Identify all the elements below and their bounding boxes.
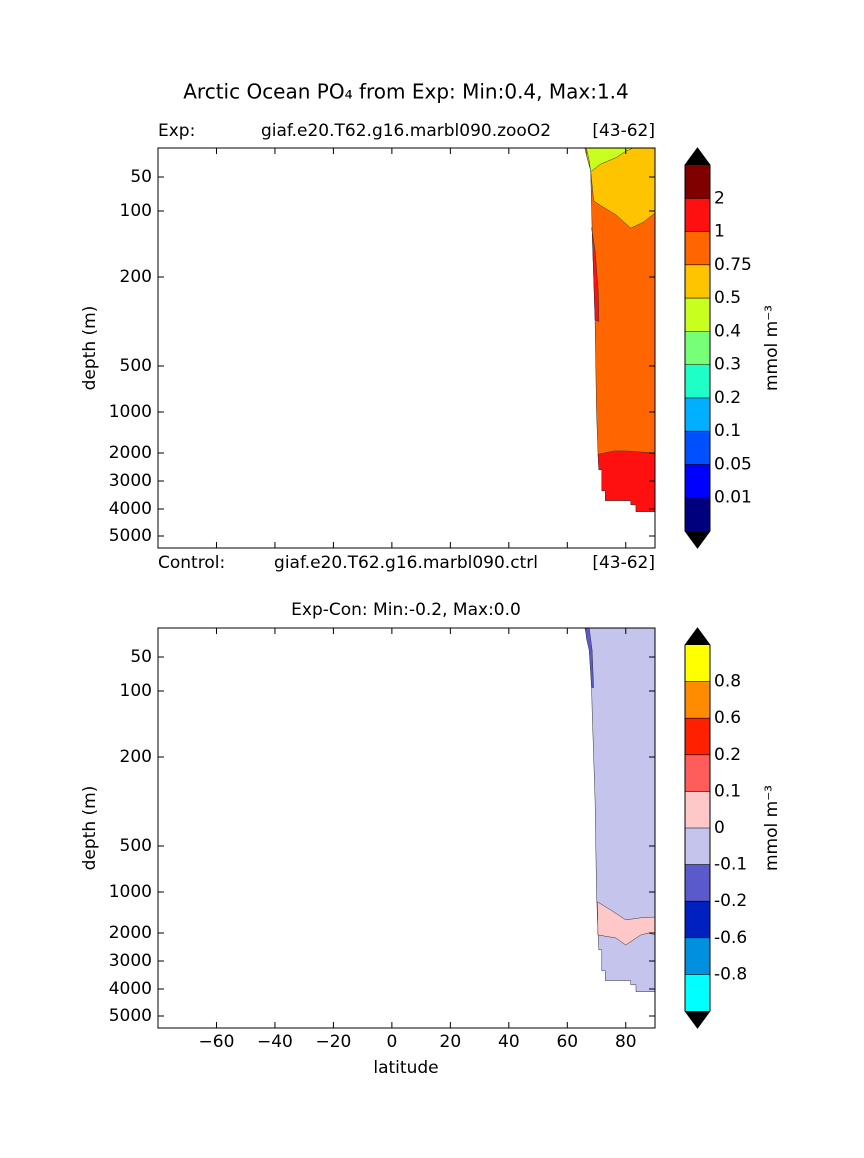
exp-label: Exp: bbox=[158, 121, 195, 141]
colorbar-tick-label: 0.01 bbox=[714, 488, 752, 508]
colorbar-bin bbox=[685, 718, 710, 755]
contour-region bbox=[585, 628, 594, 688]
y-tick-label: 500 bbox=[120, 356, 152, 376]
colorbar-tick-label: 0.3 bbox=[714, 355, 741, 375]
colorbar-extend-max bbox=[685, 628, 710, 645]
colorbar-tick-label: 0.2 bbox=[714, 388, 741, 408]
control-years: [43-62] bbox=[592, 553, 655, 573]
y-axis-label: depth (m) bbox=[80, 306, 100, 391]
y-tick-label: 5000 bbox=[109, 1006, 152, 1026]
control-case: giaf.e20.T62.g16.marbl090.ctrl bbox=[274, 553, 538, 573]
y-tick-label: 4000 bbox=[109, 979, 152, 999]
colorbar-label: mmol m⁻³ bbox=[762, 785, 782, 871]
contour-region bbox=[597, 901, 655, 946]
colorbar-tick-label: 0.1 bbox=[714, 781, 741, 801]
y-tick-label: 500 bbox=[120, 836, 152, 856]
contour-region bbox=[586, 148, 655, 229]
axes-frame bbox=[157, 627, 656, 1029]
x-tick-label: 0 bbox=[386, 1032, 397, 1052]
colorbar-tick-label: 0.1 bbox=[714, 421, 741, 441]
colorbar-bin bbox=[685, 364, 710, 398]
y-tick-label: 200 bbox=[120, 747, 152, 767]
colorbar-bin bbox=[685, 397, 710, 432]
colorbar-bin bbox=[685, 681, 710, 719]
y-tick-label: 3000 bbox=[109, 951, 152, 971]
y-tick-label: 4000 bbox=[109, 499, 152, 519]
colorbar-bin bbox=[685, 901, 710, 938]
axes-frame bbox=[157, 147, 656, 549]
contour-region bbox=[584, 628, 655, 992]
colorbar-extend-min bbox=[685, 531, 710, 548]
colorbar-bin bbox=[685, 645, 710, 682]
x-tick-label: 60 bbox=[556, 1032, 578, 1052]
y-tick-label: 1000 bbox=[109, 882, 152, 902]
plot-area bbox=[584, 148, 655, 512]
colorbar-label: mmol m⁻³ bbox=[762, 305, 782, 391]
x-tick-label: −60 bbox=[199, 1032, 235, 1052]
colorbar-tick-label: 0 bbox=[714, 818, 725, 838]
plot-area bbox=[584, 628, 655, 992]
contour-region bbox=[597, 450, 655, 512]
colorbar-outline bbox=[684, 627, 711, 1029]
colorbar-bin bbox=[685, 864, 710, 902]
colorbar-tick-label: 0.2 bbox=[714, 745, 741, 765]
colorbar-bin bbox=[685, 431, 710, 465]
colorbar-bin bbox=[685, 165, 710, 199]
y-tick-label: 2000 bbox=[109, 923, 152, 943]
colorbar-tick-label: 1 bbox=[714, 222, 725, 242]
x-tick-label: −20 bbox=[315, 1032, 351, 1052]
colorbar-bin bbox=[685, 331, 710, 365]
y-tick-label: 50 bbox=[130, 167, 152, 187]
y-axis-label: depth (m) bbox=[80, 786, 100, 871]
colorbar-bin bbox=[685, 974, 710, 1011]
y-tick-label: 2000 bbox=[109, 443, 152, 463]
exp-years: [43-62] bbox=[592, 121, 655, 141]
y-tick-label: 100 bbox=[120, 201, 152, 221]
colorbar-tick-label: -0.2 bbox=[714, 891, 747, 911]
x-axis-label: latitude bbox=[373, 1058, 438, 1078]
y-tick-label: 200 bbox=[120, 267, 152, 287]
panel-title: Exp-Con: Min:-0.2, Max:0.0 bbox=[291, 600, 521, 620]
colorbar-bin bbox=[685, 754, 710, 792]
y-tick-label: 1000 bbox=[109, 402, 152, 422]
colorbar-bin bbox=[685, 828, 710, 865]
y-tick-label: 100 bbox=[120, 681, 152, 701]
colorbar-tick-label: 0.05 bbox=[714, 454, 752, 474]
colorbar-outline bbox=[684, 147, 711, 549]
colorbar-tick-label: 0.75 bbox=[714, 255, 752, 275]
x-tick-label: 40 bbox=[498, 1032, 520, 1052]
colorbar-bin bbox=[685, 497, 710, 531]
colorbar-tick-label: -0.6 bbox=[714, 928, 747, 948]
colorbar-tick-label: 0.5 bbox=[714, 288, 741, 308]
colorbar-tick-label: 2 bbox=[714, 188, 725, 208]
colorbar-extend-max bbox=[685, 148, 710, 165]
colorbar-tick-label: 0.4 bbox=[714, 321, 741, 341]
figure-title: Arctic Ocean PO₄ from Exp: Min:0.4, Max:… bbox=[183, 80, 629, 104]
x-tick-label: 20 bbox=[440, 1032, 462, 1052]
y-tick-label: 5000 bbox=[109, 526, 152, 546]
colorbar-tick-label: -0.8 bbox=[714, 964, 747, 984]
colorbar-extend-min bbox=[685, 1011, 710, 1028]
contour-region bbox=[591, 227, 600, 322]
colorbar-bin bbox=[685, 937, 710, 975]
y-tick-label: 50 bbox=[130, 647, 152, 667]
colorbar-bin bbox=[685, 298, 710, 332]
x-tick-label: 80 bbox=[615, 1032, 637, 1052]
colorbar-bin bbox=[685, 231, 710, 265]
colorbar-bin bbox=[685, 791, 710, 828]
exp-case: giaf.e20.T62.g16.marbl090.zooO2 bbox=[261, 121, 551, 141]
contour-region bbox=[586, 148, 634, 173]
y-tick-label: 3000 bbox=[109, 471, 152, 491]
colorbar-bin bbox=[685, 198, 710, 232]
colorbar-bin bbox=[685, 264, 710, 299]
colorbar-bin bbox=[685, 464, 710, 498]
colorbar-tick-label: -0.1 bbox=[714, 855, 747, 875]
control-label: Control: bbox=[158, 553, 225, 573]
colorbar-tick-label: 0.8 bbox=[714, 672, 741, 692]
colorbar-tick-label: 0.6 bbox=[714, 708, 741, 728]
x-tick-label: −40 bbox=[257, 1032, 293, 1052]
